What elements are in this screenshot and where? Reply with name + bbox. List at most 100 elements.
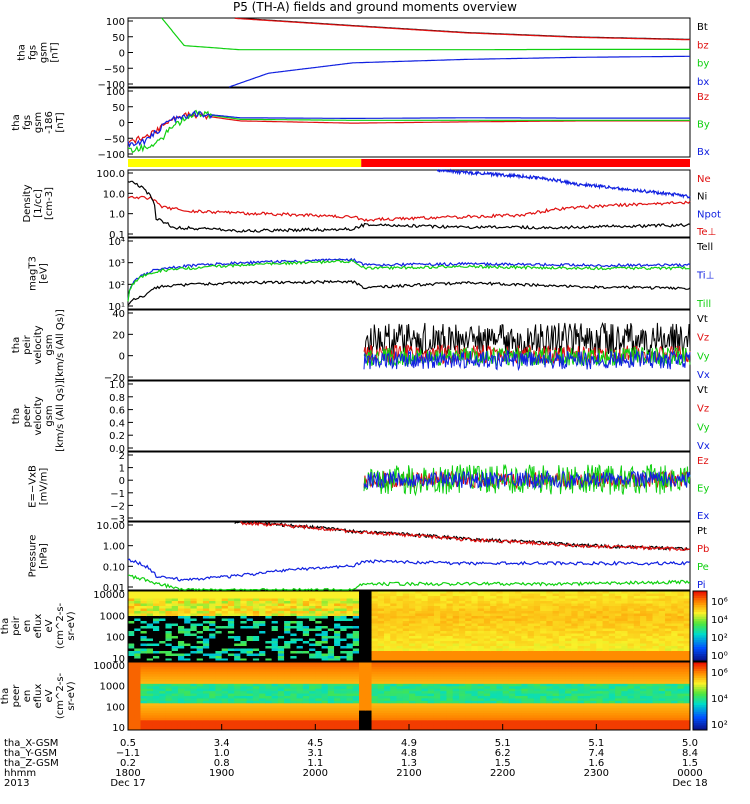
ytick-label: 10: [112, 723, 125, 734]
legend-Vy: Vy: [697, 351, 710, 362]
legend-Ez: Ez: [697, 456, 709, 467]
ylabel-line: velocity: [33, 396, 44, 435]
ytick-label: 0.2: [109, 431, 125, 442]
ytick-label: 100: [106, 633, 125, 644]
legend-Till: Till: [696, 299, 711, 310]
legend-Npot: Npot: [697, 209, 721, 220]
legend-bz: bz: [697, 40, 709, 51]
panel-frame-fgs: [128, 18, 690, 87]
series-fgs-bz: [235, 18, 690, 39]
ylabel-line: [km/s (All Qs)]: [55, 380, 66, 452]
ytick-label: 0: [119, 476, 125, 487]
ylabel-line: eV: [44, 619, 55, 632]
ylabel-line: gsm: [39, 42, 50, 63]
ylabel-line: [nT]: [55, 112, 66, 132]
ylabel-line: tha: [11, 408, 22, 424]
ylabel-line: tha: [11, 337, 22, 353]
ylabel-line: sr-eV): [66, 611, 77, 640]
ytick-label: 1.0: [109, 380, 125, 391]
ylabel-temperature: magT3[eV]: [28, 256, 50, 291]
legend-Vz: Vz: [697, 404, 709, 415]
ylabel-line: [nPa]: [39, 543, 50, 569]
legend-Ni: Ni: [697, 192, 707, 203]
ytick-label: 0: [119, 119, 125, 130]
ylabel-line: peir: [22, 334, 33, 354]
ytick-label: 0.10: [103, 562, 125, 573]
series-fgs-by: [162, 18, 690, 50]
legend-Ti⊥: Ti⊥: [696, 271, 714, 282]
ytick-label: 0.4: [109, 418, 125, 429]
legend-by: by: [697, 59, 709, 70]
ylabel-pressure: Pressure[nPa]: [28, 535, 50, 578]
legend-Pi: Pi: [697, 580, 706, 591]
ylabel-line: eV: [44, 689, 55, 702]
ylabel-line: E=−VxB: [28, 465, 39, 508]
ylabel-line: eflux: [33, 684, 44, 709]
series-temperature-Till: [128, 260, 690, 301]
ylabel-line: -186: [44, 111, 55, 134]
ytick-label: 10.0: [103, 189, 125, 200]
legend-By: By: [697, 120, 710, 131]
legend-Ex: Ex: [697, 511, 709, 522]
ylabel-line: [km/s (All Qs)]: [55, 309, 66, 381]
spectrogram-peer-spectrogram: [128, 662, 691, 731]
ylabel-line: tha: [0, 618, 11, 634]
legend-Vx: Vx: [697, 370, 710, 381]
legend-Vt: Vt: [697, 385, 708, 396]
legend-Vt: Vt: [697, 314, 708, 325]
legend-Ne: Ne: [697, 174, 711, 185]
ytick-label: 100: [106, 17, 125, 28]
legend-Vy: Vy: [697, 422, 710, 433]
ylabel-line: tha: [17, 44, 28, 60]
ytick-label: 10000: [93, 590, 125, 601]
ylabel-line: magT3: [28, 256, 39, 291]
ylabel-line: eflux: [33, 614, 44, 639]
ytick-label: 1000: [100, 611, 125, 622]
ytick-label: 50: [112, 33, 125, 44]
ylabel-line: [cm-3]: [44, 187, 55, 220]
ytick-label: 1.00: [103, 542, 125, 553]
ytick-label: 0: [119, 352, 125, 363]
legend-Tell: Tell: [696, 242, 713, 253]
ylabel-line: en: [22, 620, 33, 633]
ytick-label: 0.6: [109, 406, 125, 417]
colorbar-label: 10⁴: [711, 615, 728, 626]
ytick-label: 100: [106, 702, 125, 713]
ylabel-density: Density[1/cc][cm-3]: [22, 184, 55, 222]
mode-bar-slow: [128, 159, 361, 167]
series-density-Ne: [128, 197, 690, 222]
legend-bx: bx: [697, 77, 709, 88]
ylabel-line: fgs: [22, 115, 33, 130]
ylabel-line: gsm: [44, 405, 55, 426]
panel-frame-pressure: [128, 522, 690, 590]
legend-Vx: Vx: [697, 441, 710, 452]
ytick-label: 10000: [93, 661, 125, 672]
ytick-label: 10.00: [96, 521, 125, 532]
ytick-label: 2: [119, 451, 125, 462]
legend-Vz: Vz: [697, 333, 709, 344]
series-fgs-Bt: [235, 18, 690, 39]
ytick-label: 10⁴: [108, 237, 125, 248]
ylabel-line: peir: [11, 615, 22, 635]
ylabel-line: fgs: [28, 45, 39, 60]
series-density-Ni: [128, 181, 690, 232]
ylabel-line: peer: [22, 404, 33, 428]
panel-frame-temperature: [128, 238, 690, 309]
legend-Bx: Bx: [697, 147, 710, 158]
ytick-label: 20: [112, 330, 125, 341]
colorbar-label: 10⁶: [711, 597, 728, 608]
legend-Ey: Ey: [697, 484, 709, 495]
ylabel-line: Pressure: [28, 535, 39, 578]
spectrogram-peir-spectrogram: [128, 591, 691, 662]
ytick-label: −2: [110, 501, 125, 512]
ylabel-line: Density: [22, 184, 33, 222]
ytick-label: −50: [104, 134, 125, 145]
legend-Te⊥: Te⊥: [696, 227, 716, 238]
colorbar-peir-spectrogram: [693, 591, 707, 662]
